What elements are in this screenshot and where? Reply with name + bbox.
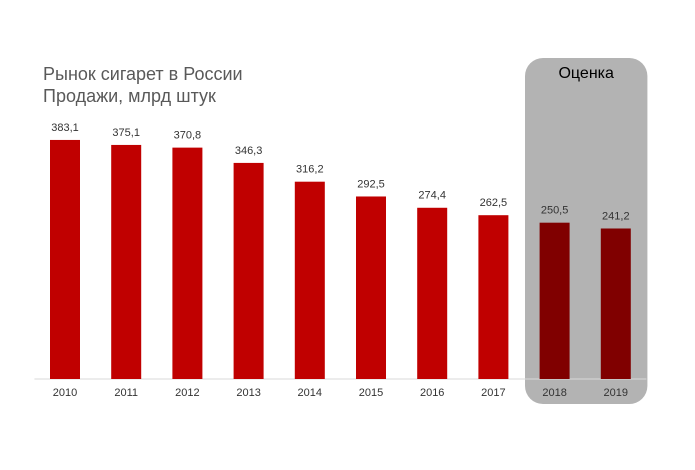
value-label: 370,8	[174, 130, 202, 142]
bar	[539, 222, 570, 379]
bar	[111, 144, 142, 379]
x-tick-label: 2018	[542, 387, 566, 399]
value-label: 274,4	[418, 190, 446, 202]
value-label: 262,5	[480, 197, 508, 209]
x-tick-label: 2010	[53, 387, 77, 399]
value-label: 383,1	[51, 122, 79, 134]
bar	[172, 147, 203, 379]
value-label: 346,3	[235, 145, 263, 157]
bar	[417, 207, 448, 379]
chart-subtitle: Продажи, млрд штук	[43, 86, 216, 106]
x-tick-label: 2012	[175, 387, 199, 399]
x-tick-label: 2016	[420, 387, 444, 399]
annotation: Оценка	[558, 65, 614, 82]
bar	[478, 215, 509, 379]
x-tick-label: 2017	[481, 387, 505, 399]
x-tick-label: 2014	[298, 387, 322, 399]
x-tick-label: 2015	[359, 387, 383, 399]
value-label: 316,2	[296, 164, 324, 176]
value-label: 241,2	[602, 210, 630, 222]
bar	[233, 162, 264, 379]
x-tick-label: 2013	[236, 387, 260, 399]
x-tick-label: 2011	[114, 387, 138, 399]
bar	[50, 139, 80, 379]
bar	[600, 228, 631, 379]
chart-title: Рынок сигарет в России	[43, 64, 243, 84]
value-label: 250,5	[541, 205, 569, 217]
bar	[294, 181, 325, 379]
bar	[356, 196, 386, 379]
value-label: 292,5	[357, 178, 385, 190]
value-label: 375,1	[112, 127, 140, 139]
x-tick-label: 2019	[604, 387, 628, 399]
